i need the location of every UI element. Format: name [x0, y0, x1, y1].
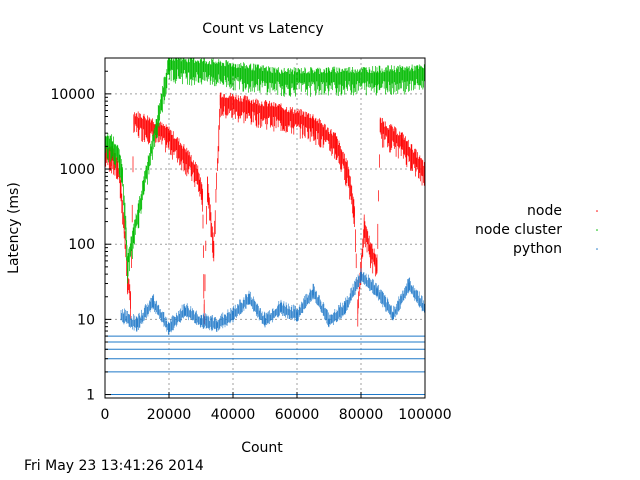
- node-cluster-series: [104, 58, 426, 284]
- x-tick-label: 80000: [339, 407, 384, 423]
- grid: [105, 58, 425, 398]
- y-tick-label: 10000: [50, 87, 95, 103]
- x-tick-label: 60000: [275, 407, 320, 423]
- axis-ticks: 0 20000 40000 60000 80000 100000 1 10 100 1000 100…: [50, 70, 452, 423]
- legend-marker: [596, 248, 598, 250]
- y-axis-label: Latency (ms): [6, 182, 22, 274]
- legend-label: node cluster: [475, 222, 562, 238]
- timestamp: Fri May 23 13:41:26 2014: [24, 458, 204, 474]
- x-tick-label: 100000: [398, 407, 451, 423]
- legend-label: python: [513, 241, 562, 257]
- x-axis-label: Count: [241, 440, 283, 456]
- x-tick-label: 40000: [211, 407, 256, 423]
- legend-marker: [596, 229, 598, 231]
- x-tick-label: 20000: [147, 407, 192, 423]
- y-tick-label: 1: [86, 388, 95, 404]
- legend: node node cluster python: [475, 203, 598, 257]
- node-series: [104, 92, 426, 327]
- y-tick-label: 1000: [59, 162, 95, 178]
- python-series: [120, 268, 426, 335]
- y-tick-label: 100: [68, 237, 95, 253]
- chart-title: Count vs Latency: [202, 21, 323, 37]
- legend-label: node: [527, 203, 562, 219]
- legend-marker: [596, 210, 598, 212]
- x-tick-label: 0: [101, 407, 110, 423]
- y-tick-label: 10: [77, 312, 95, 328]
- plot-frame: [104, 57, 426, 399]
- series-layer: [104, 58, 426, 396]
